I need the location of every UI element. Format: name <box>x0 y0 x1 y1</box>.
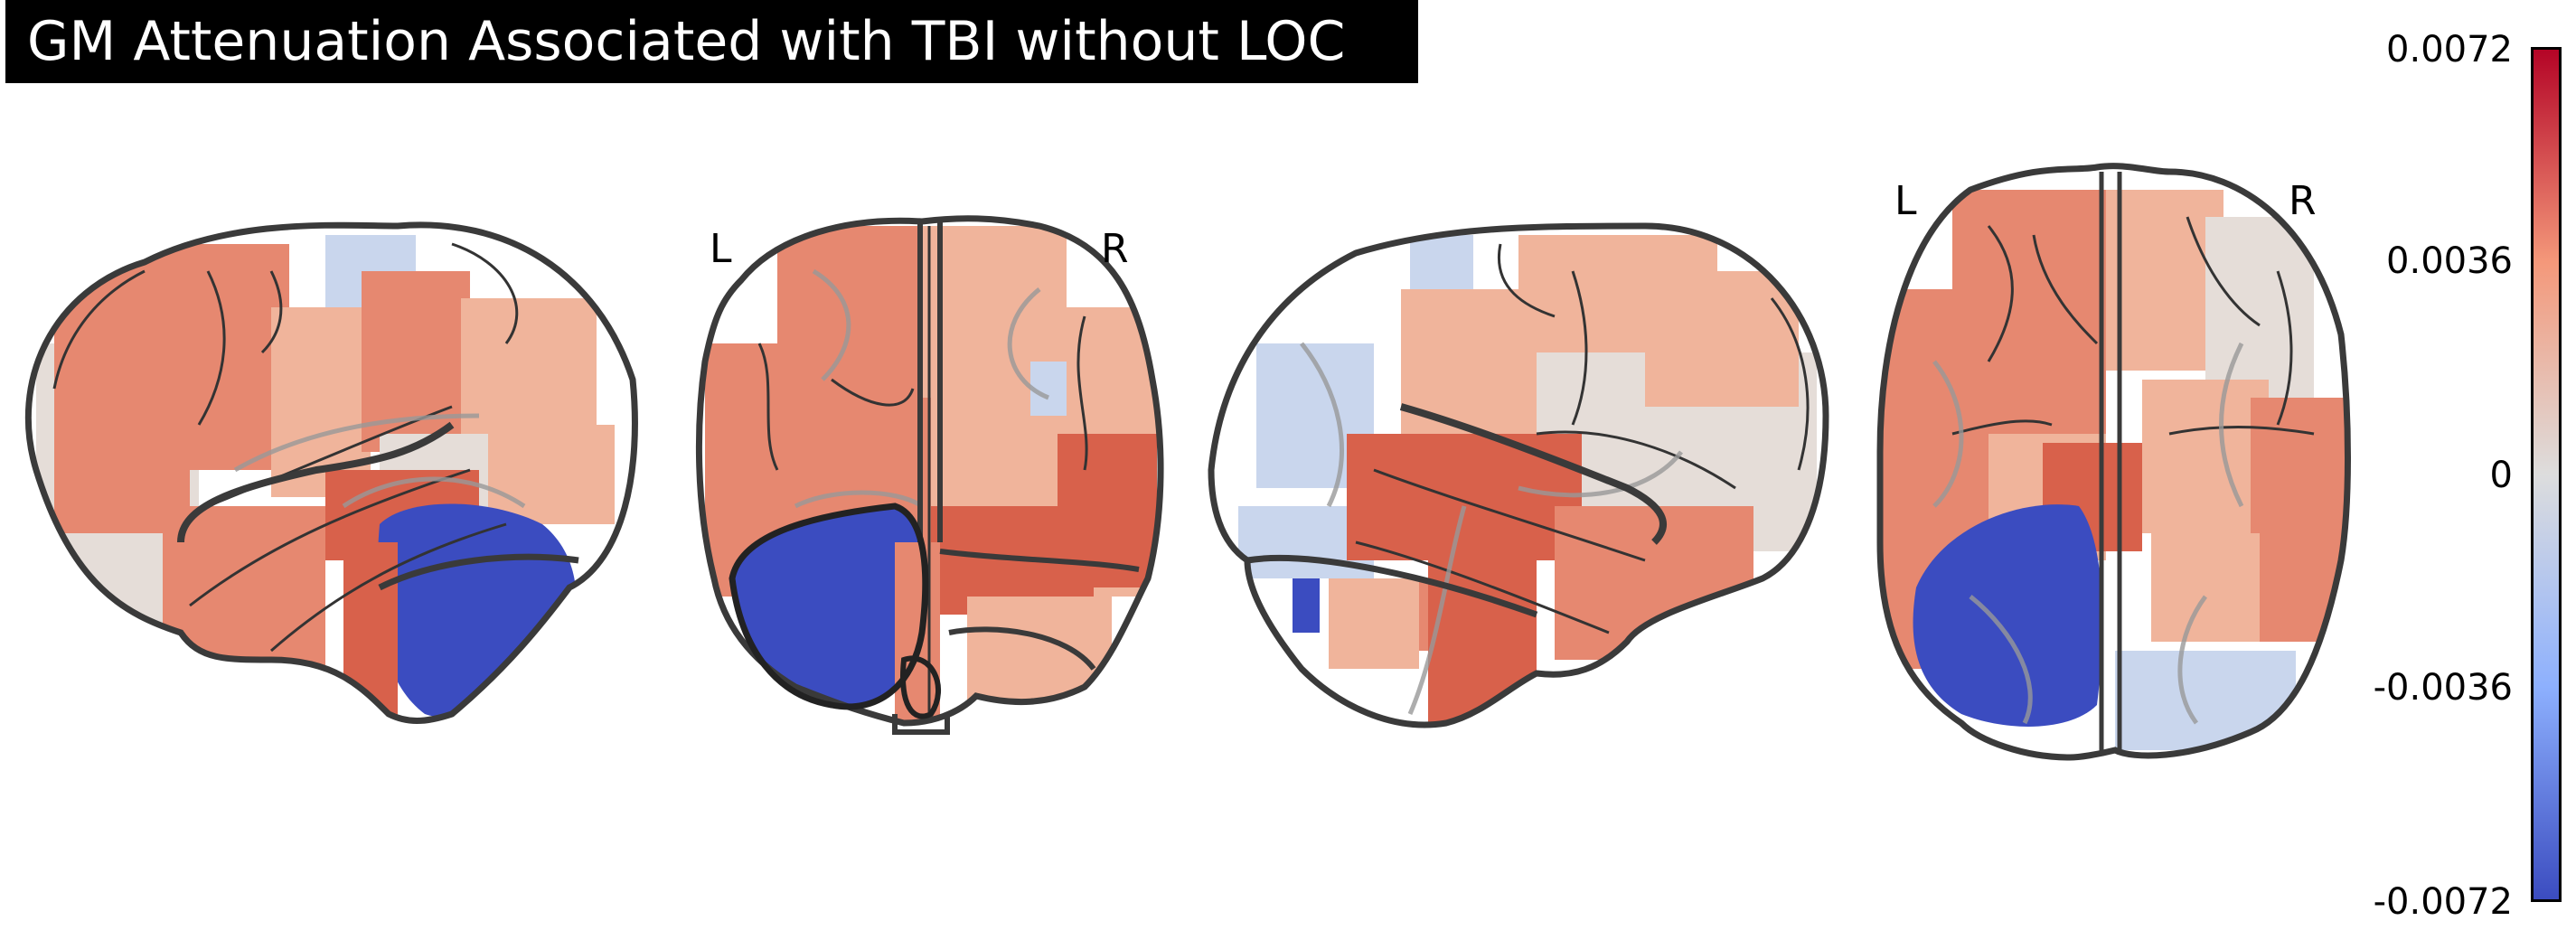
colorbar-tick-label: -0.0036 <box>2373 667 2513 709</box>
colorbar-tick-label: 0 <box>2489 455 2513 496</box>
axial-view <box>1876 163 2351 761</box>
coronal-view <box>695 215 1164 735</box>
axial-left-label: L <box>1894 178 1917 224</box>
colorbar-tick-label: -0.0072 <box>2373 881 2513 923</box>
axial-right-label: R <box>2289 178 2317 224</box>
coronal-left-label: L <box>710 226 732 272</box>
colorbar <box>2534 50 2559 899</box>
figure-title: GM Attenuation Associated with TBI witho… <box>5 0 1418 83</box>
coronal-right-label: R <box>1101 226 1129 272</box>
sagittal-right-view <box>1208 222 1829 728</box>
colorbar-frame <box>2531 47 2562 902</box>
colorbar-tick-label: 0.0072 <box>2386 29 2513 70</box>
sagittal-left-view <box>25 221 638 724</box>
colorbar-tick-label: 0.0036 <box>2386 240 2513 282</box>
